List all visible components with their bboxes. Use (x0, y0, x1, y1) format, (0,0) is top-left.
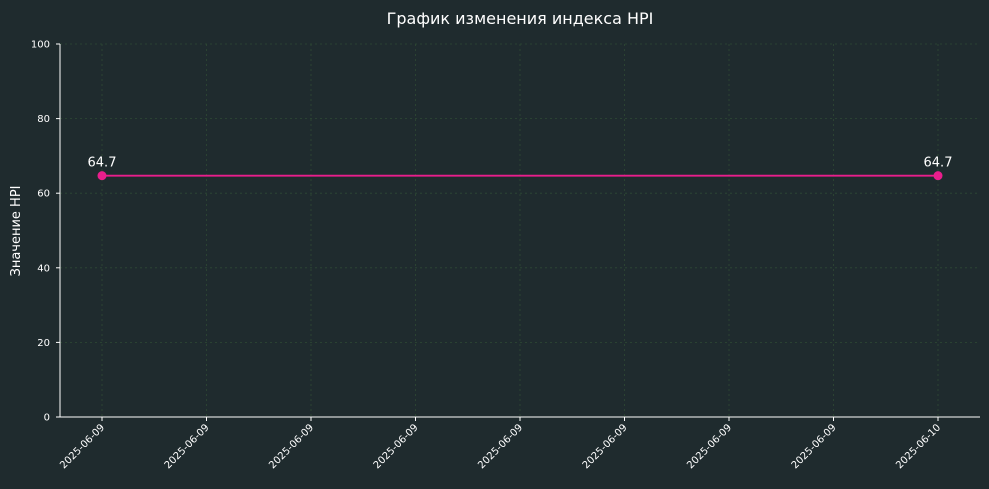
x-tick-label: 2025-06-09 (790, 422, 839, 471)
data-point (97, 171, 107, 181)
y-axis-label: Значение HPI (9, 185, 24, 276)
x-tick-label: 2025-06-09 (267, 422, 316, 471)
data-label: 64.7 (88, 156, 117, 171)
x-tick-label: 2025-06-09 (685, 422, 734, 471)
chart-title: График изменения индекса HPI (387, 9, 654, 28)
series-hpi: 64.7 64.7 (88, 156, 953, 181)
x-tick-label: 2025-06-09 (58, 422, 107, 471)
y-tick-label: 40 (37, 263, 50, 274)
x-tick-label: 2025-06-09 (581, 422, 630, 471)
data-point (933, 171, 943, 181)
x-tick-label: 2025-06-09 (476, 422, 525, 471)
x-tick-label: 2025-06-10 (894, 422, 943, 471)
x-tick-label: 2025-06-09 (372, 422, 421, 471)
y-ticks: 0 20 40 60 80 100 (31, 40, 60, 424)
x-tick-label: 2025-06-09 (163, 422, 212, 471)
y-tick-label: 100 (31, 40, 50, 51)
y-tick-label: 0 (44, 413, 50, 424)
x-ticks: 2025-06-09 2025-06-09 2025-06-09 2025-06-09… (58, 417, 943, 471)
y-tick-label: 20 (37, 338, 50, 349)
grid (60, 43, 980, 418)
y-tick-label: 80 (37, 114, 50, 125)
y-tick-label: 60 (37, 189, 50, 200)
data-label: 64.7 (924, 156, 953, 171)
